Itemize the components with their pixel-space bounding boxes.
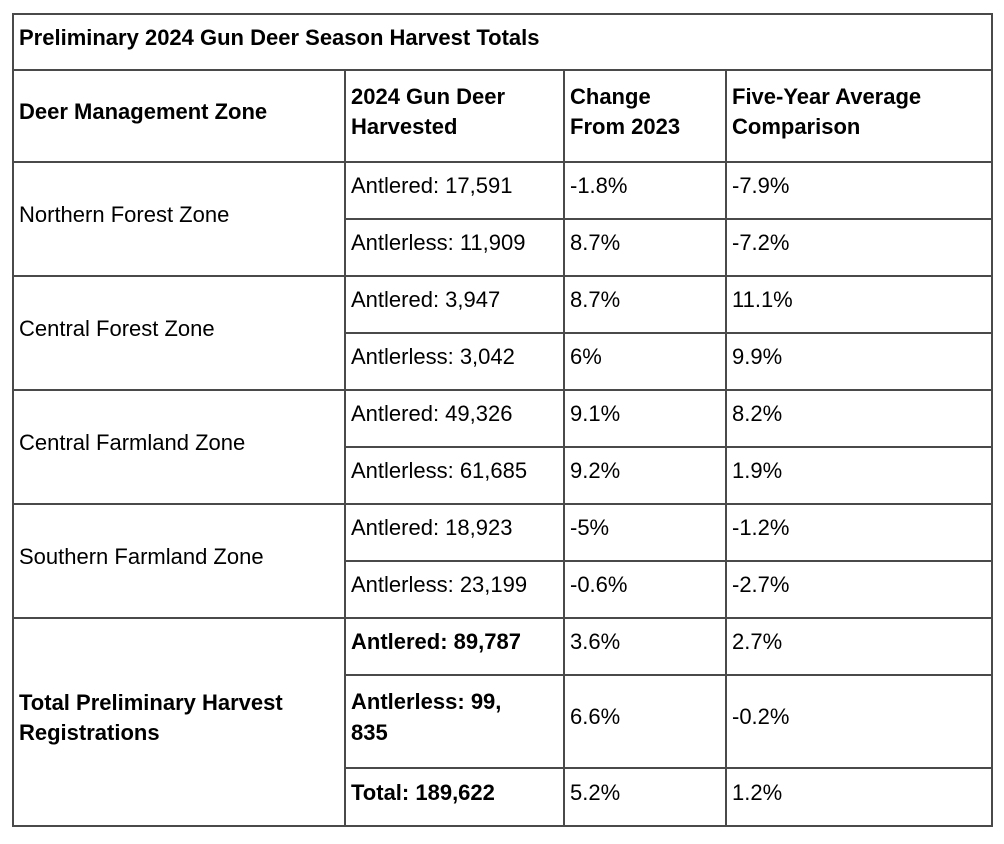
totals-name-cell: Total Preliminary Harvest Registrations bbox=[12, 617, 346, 827]
table-row: Antlerless: 23,199 -0.6% -2.7% bbox=[13, 560, 993, 619]
five-year-cell: -7.9% bbox=[725, 161, 993, 220]
table-row: Total Preliminary Harvest Registrations … bbox=[12, 617, 993, 827]
harvested-cell: Antlerless: 11,909 bbox=[344, 218, 565, 277]
table-row: Total: 189,622 5.2% 1.2% bbox=[13, 767, 993, 827]
five-year-cell: 8.2% bbox=[725, 389, 993, 448]
harvested-cell: Antlerless: 61,685 bbox=[344, 446, 565, 505]
five-year-cell: -1.2% bbox=[725, 503, 993, 562]
table-row: Southern Farmland Zone Antlered: 18,923 … bbox=[12, 503, 993, 619]
harvest-table: Preliminary 2024 Gun Deer Season Harvest… bbox=[12, 13, 993, 827]
column-header-five-year: Five-Year Average Comparison bbox=[725, 69, 993, 163]
change-cell: 6% bbox=[563, 332, 727, 391]
change-cell: 6.6% bbox=[563, 674, 727, 769]
harvested-cell: Antlered: 18,923 bbox=[344, 503, 565, 562]
harvested-cell: Antlered: 49,326 bbox=[344, 389, 565, 448]
table-row: Central Farmland Zone Antlered: 49,326 9… bbox=[12, 389, 993, 505]
five-year-cell: -0.2% bbox=[725, 674, 993, 769]
five-year-cell: 1.2% bbox=[725, 767, 993, 827]
change-cell: -1.8% bbox=[563, 161, 727, 220]
harvested-cell: Antlered: 3,947 bbox=[344, 275, 565, 334]
harvested-cell: Antlerless: 99, 835 bbox=[344, 674, 565, 769]
table-row: Antlerless: 11,909 8.7% -7.2% bbox=[13, 218, 993, 277]
five-year-cell: 9.9% bbox=[725, 332, 993, 391]
change-cell: 9.1% bbox=[563, 389, 727, 448]
zone-name-cell: Northern Forest Zone bbox=[12, 161, 346, 277]
column-header-harvested: 2024 Gun Deer Harvested bbox=[344, 69, 565, 163]
change-cell: 8.7% bbox=[563, 218, 727, 277]
zone-name-cell: Southern Farmland Zone bbox=[12, 503, 346, 619]
change-cell: 3.6% bbox=[563, 617, 727, 676]
column-header-zone: Deer Management Zone bbox=[12, 69, 346, 163]
column-header-change: Change From 2023 bbox=[563, 69, 727, 163]
table-row: Antlerless: 61,685 9.2% 1.9% bbox=[13, 446, 993, 505]
harvested-cell: Antlerless: 23,199 bbox=[344, 560, 565, 619]
table-row: Northern Forest Zone Antlered: 17,591 -1… bbox=[12, 161, 993, 277]
table-title-row: Preliminary 2024 Gun Deer Season Harvest… bbox=[12, 13, 993, 71]
change-cell: 9.2% bbox=[563, 446, 727, 505]
table-row: Antlerless: 3,042 6% 9.9% bbox=[13, 332, 993, 391]
harvested-cell: Antlered: 17,591 bbox=[344, 161, 565, 220]
five-year-cell: -2.7% bbox=[725, 560, 993, 619]
table-title: Preliminary 2024 Gun Deer Season Harvest… bbox=[12, 13, 993, 71]
table-row: Antlerless: 99, 835 6.6% -0.2% bbox=[13, 674, 993, 769]
zone-name-cell: Central Forest Zone bbox=[12, 275, 346, 391]
table-row: Central Forest Zone Antlered: 3,947 8.7%… bbox=[12, 275, 993, 391]
five-year-cell: 11.1% bbox=[725, 275, 993, 334]
change-cell: -5% bbox=[563, 503, 727, 562]
harvested-cell: Antlerless: 3,042 bbox=[344, 332, 565, 391]
harvested-cell: Total: 189,622 bbox=[344, 767, 565, 827]
five-year-cell: 1.9% bbox=[725, 446, 993, 505]
five-year-cell: 2.7% bbox=[725, 617, 993, 676]
change-cell: 8.7% bbox=[563, 275, 727, 334]
five-year-cell: -7.2% bbox=[725, 218, 993, 277]
table-header-row: Deer Management Zone 2024 Gun Deer Harve… bbox=[12, 69, 993, 163]
change-cell: 5.2% bbox=[563, 767, 727, 827]
harvested-cell: Antlered: 89,787 bbox=[344, 617, 565, 676]
zone-name-cell: Central Farmland Zone bbox=[12, 389, 346, 505]
change-cell: -0.6% bbox=[563, 560, 727, 619]
